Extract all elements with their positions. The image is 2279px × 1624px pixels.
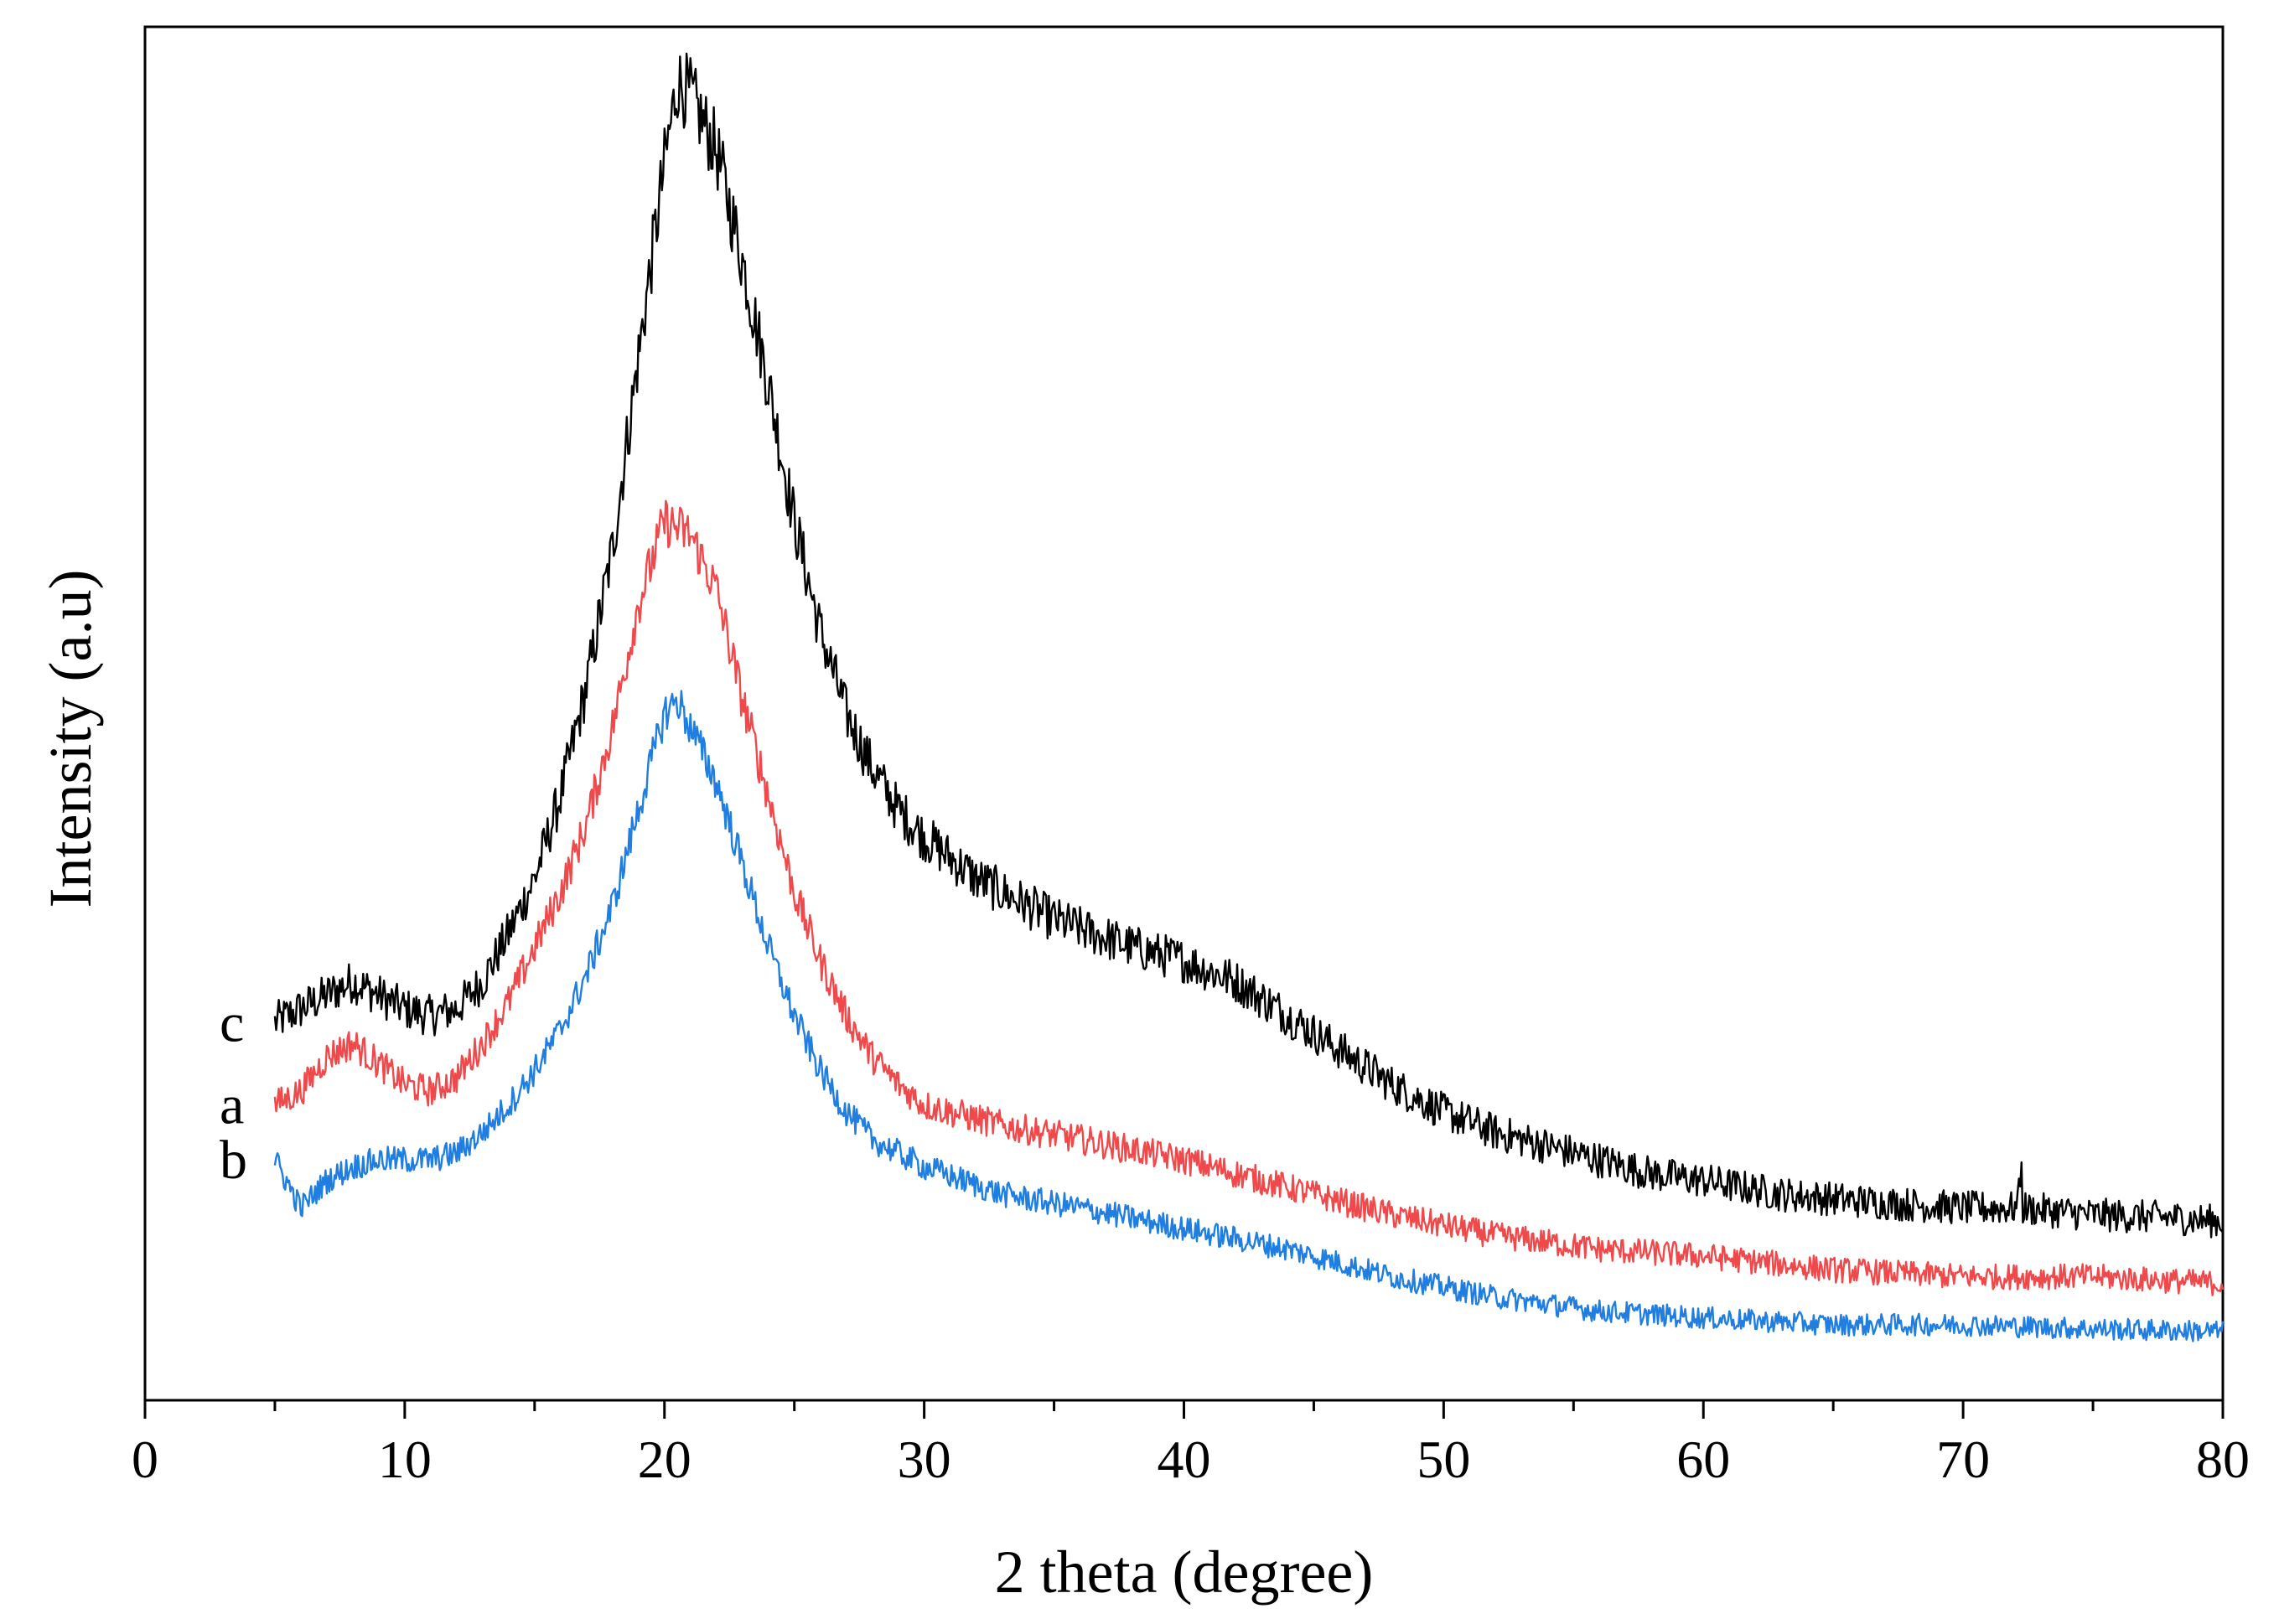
series-label-c: c: [220, 992, 244, 1053]
y-axis-title: Intensity (a.u): [37, 570, 104, 908]
plot-frame: [143, 25, 2225, 1402]
x-tick-label: 10: [378, 1430, 432, 1489]
x-tick-label: 80: [2196, 1430, 2250, 1489]
series-line-b: [273, 690, 2225, 1342]
series-labels: cab: [220, 992, 247, 1191]
series-line-a: [273, 499, 2225, 1296]
x-tick-label: 0: [132, 1430, 158, 1489]
x-tick-label: 40: [1158, 1430, 1211, 1489]
plot-border: [143, 25, 2225, 1402]
x-tick-label: 50: [1417, 1430, 1470, 1489]
series-line-c: [273, 52, 2224, 1239]
x-tick-label: 70: [1936, 1430, 1990, 1489]
x-tick-label: 20: [638, 1430, 691, 1489]
series-label-b: b: [220, 1130, 247, 1191]
x-axis-title: 2 theta (degree): [995, 1539, 1374, 1606]
series-layer: [273, 52, 2225, 1342]
x-axis-ticks: 0 10 20 30 40 50 60 70 80: [132, 1400, 2250, 1489]
series-label-a: a: [220, 1075, 244, 1136]
x-tick-label: 30: [898, 1430, 951, 1489]
x-tick-label: 60: [1676, 1430, 1730, 1489]
